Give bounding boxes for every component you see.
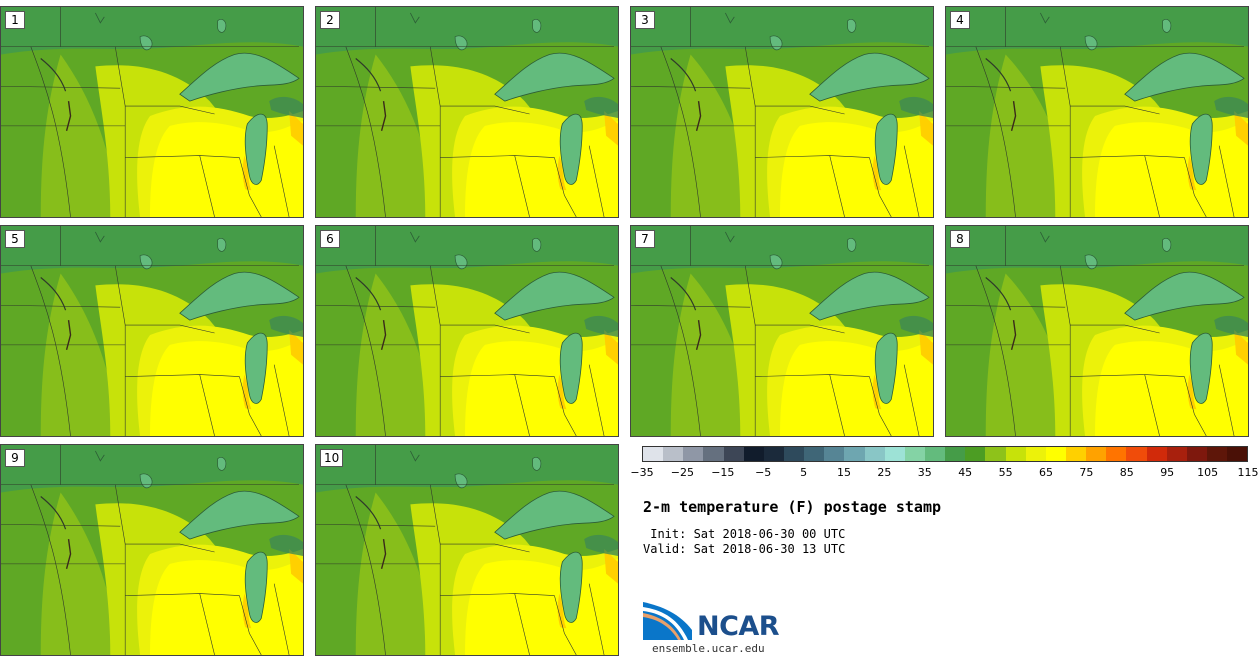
member-panel-5: 5 xyxy=(0,225,304,437)
temperature-colorbar xyxy=(642,446,1248,462)
colorbar-swatch xyxy=(1146,447,1167,461)
ncar-logo-text: NCAR xyxy=(697,611,780,642)
logo-url: ensemble.ucar.edu xyxy=(652,642,765,655)
colorbar-swatch xyxy=(965,447,986,461)
member-panel-9: 9 xyxy=(0,444,304,656)
colorbar-tick: 15 xyxy=(837,466,851,479)
colorbar-swatch xyxy=(1166,447,1187,461)
colorbar-swatch xyxy=(1126,447,1147,461)
temperature-map xyxy=(946,7,1248,217)
colorbar-tick: 115 xyxy=(1237,466,1259,479)
colorbar-tick: 95 xyxy=(1160,466,1175,479)
colorbar-swatch xyxy=(1227,447,1248,461)
colorbar-tick: 25 xyxy=(877,466,892,479)
colorbar-swatch xyxy=(1005,447,1026,461)
temperature-map xyxy=(316,7,618,217)
member-label: 4 xyxy=(950,11,970,29)
member-panel-8: 8 xyxy=(945,225,1249,437)
colorbar-tick: −25 xyxy=(670,466,694,479)
colorbar-swatch xyxy=(1186,447,1207,461)
colorbar-tick: 65 xyxy=(1039,466,1053,479)
colorbar-swatch xyxy=(663,447,684,461)
temperature-map xyxy=(1,226,303,436)
member-label: 8 xyxy=(950,230,970,248)
colorbar-swatch xyxy=(1106,447,1127,461)
member-label: 5 xyxy=(5,230,25,248)
colorbar-swatch xyxy=(783,447,805,461)
member-panel-6: 6 xyxy=(315,225,619,437)
colorbar-tick: 45 xyxy=(958,466,973,479)
colorbar-swatch xyxy=(904,447,925,461)
temperature-map xyxy=(1,7,303,217)
ncar-logo-icon xyxy=(643,602,692,640)
figure-title: 2-m temperature (F) postage stamp xyxy=(643,498,942,516)
colorbar-swatch xyxy=(1025,447,1046,461)
colorbar-swatch xyxy=(743,447,764,461)
colorbar-swatch xyxy=(683,447,704,461)
colorbar-swatch xyxy=(1065,447,1087,461)
temperature-map xyxy=(316,445,618,655)
colorbar-swatch xyxy=(763,447,784,461)
colorbar-swatch xyxy=(643,447,664,461)
colorbar-tick: −5 xyxy=(755,466,772,479)
colorbar-swatch xyxy=(844,447,865,461)
member-panel-7: 7 xyxy=(630,225,934,437)
colorbar-tick: 55 xyxy=(998,466,1013,479)
member-label: 2 xyxy=(320,11,340,29)
init-time: Init: Sat 2018-06-30 00 UTC xyxy=(643,527,846,541)
colorbar-swatch xyxy=(1206,447,1228,461)
member-label: 6 xyxy=(320,230,340,248)
colorbar-swatch xyxy=(924,447,946,461)
colorbar-tick-labels: −35 −25 −15 −5 5 15 25 35 45 55 65 75 85 95 105 115 xyxy=(630,466,1258,480)
colorbar-swatch xyxy=(1045,447,1066,461)
member-panel-2: 2 xyxy=(315,6,619,218)
temperature-map xyxy=(1,445,303,655)
member-panel-1: 1 xyxy=(0,6,304,218)
colorbar-swatch xyxy=(1086,447,1107,461)
colorbar-swatch xyxy=(703,447,724,461)
colorbar-swatch xyxy=(723,447,744,461)
colorbar-swatch xyxy=(804,447,825,461)
colorbar-swatch xyxy=(945,447,966,461)
member-label: 10 xyxy=(320,449,344,467)
colorbar-swatch xyxy=(884,447,905,461)
member-panel-3: 3 xyxy=(630,6,934,218)
member-label: 3 xyxy=(635,11,655,29)
colorbar-tick: 35 xyxy=(917,466,932,479)
temperature-map xyxy=(631,7,933,217)
colorbar-tick: 105 xyxy=(1197,466,1219,479)
member-panel-4: 4 xyxy=(945,6,1249,218)
member-panel-10: 10 xyxy=(315,444,619,656)
temperature-map xyxy=(631,226,933,436)
member-label: 9 xyxy=(5,449,25,467)
colorbar-swatch xyxy=(824,447,845,461)
valid-time: Valid: Sat 2018-06-30 13 UTC xyxy=(643,542,846,556)
colorbar-tick: 85 xyxy=(1119,466,1134,479)
colorbar-tick: −35 xyxy=(630,466,654,479)
member-label: 7 xyxy=(635,230,655,248)
colorbar-tick: 75 xyxy=(1079,466,1094,479)
temperature-map xyxy=(946,226,1248,436)
colorbar-tick: −15 xyxy=(711,466,735,479)
temperature-map xyxy=(316,226,618,436)
colorbar-swatch xyxy=(864,447,885,461)
member-label: 1 xyxy=(5,11,25,29)
colorbar-tick: 5 xyxy=(800,466,808,479)
colorbar-swatch xyxy=(985,447,1006,461)
